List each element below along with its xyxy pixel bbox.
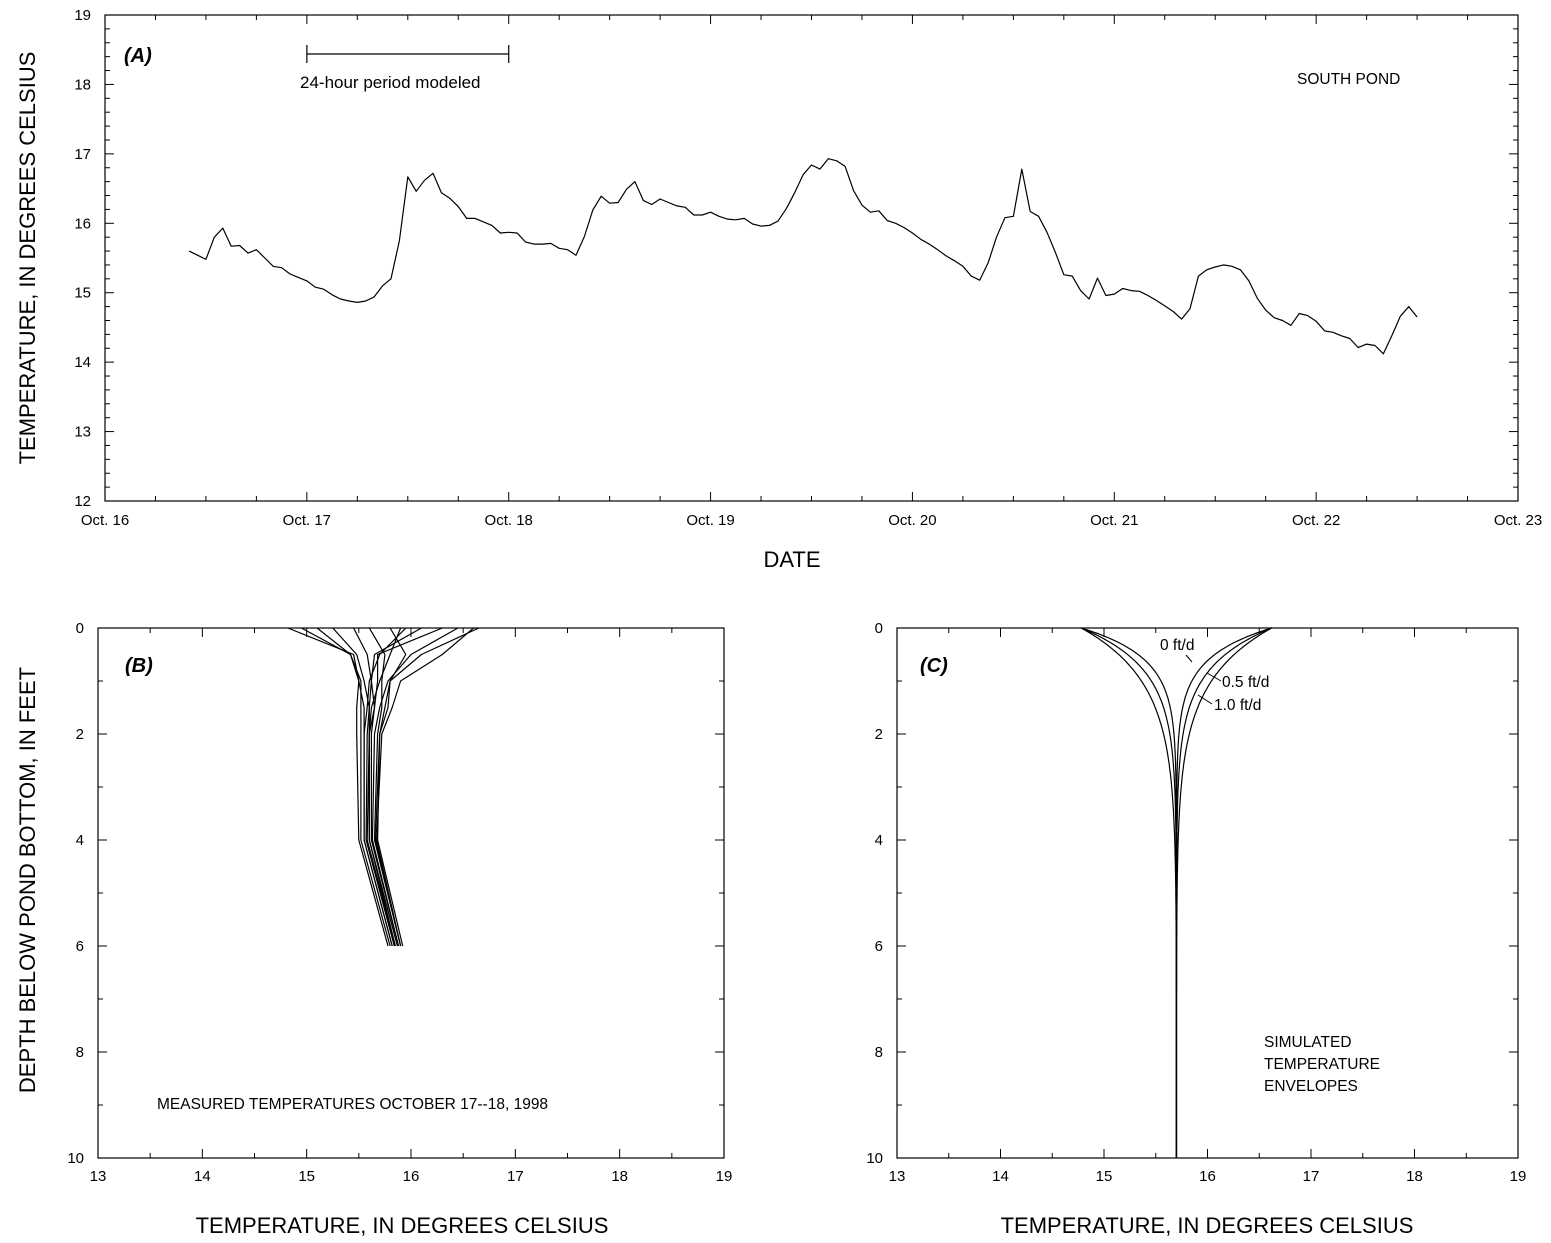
panel-c-y-tick-labels: 0 2 4 6 8 10: [866, 620, 883, 1167]
x-tick-label: Oct. 23: [1494, 512, 1542, 529]
x-tick-label: Oct. 19: [686, 512, 734, 529]
x-tick-label: 16: [403, 1168, 420, 1185]
panel-c-ticks: [896, 627, 1519, 1159]
measured-profile-line-2: [316, 627, 389, 947]
x-tick-label: 14: [992, 1168, 1009, 1185]
panel-b-x-tick-labels: 13 14 15 16 17 18 19: [90, 1168, 733, 1185]
panel-a-y-tick-labels: 12 13 14 15 16 17 18 19: [74, 7, 91, 510]
measured-profile-line-13: [374, 627, 480, 947]
measured-profile-line-7: [366, 627, 402, 947]
x-tick-label: Oct. 17: [283, 512, 331, 529]
panel-c-annotation-line-2: TEMPERATURE: [1264, 1056, 1380, 1073]
y-tick-label: 6: [76, 938, 84, 955]
y-tick-label: 19: [74, 7, 91, 24]
x-tick-label: 13: [90, 1168, 107, 1185]
envelope-line-1-cold: [1081, 627, 1178, 1158]
panel-b-label: (B): [125, 655, 153, 677]
panel-b-annotation: MEASURED TEMPERATURES OCTOBER 17--18, 19…: [157, 1096, 548, 1113]
y-tick-label: 0: [76, 620, 84, 637]
x-tick-label: Oct. 22: [1292, 512, 1340, 529]
envelope-label-0-5: 0.5 ft/d: [1222, 674, 1269, 691]
y-tick-label: 10: [67, 1150, 84, 1167]
panel-b: 13 14 15 16 17 18 19 0 2 4 6 8 10 (B) MEASURED TEMP…: [15, 620, 732, 1238]
temperature-series-line-0: [188, 158, 1418, 355]
panel-b-frame: [97, 627, 725, 1159]
x-tick-label: Oct. 16: [81, 512, 129, 529]
panel-a-x-axis-label: DATE: [763, 547, 820, 572]
panel-c-x-axis-label: TEMPERATURE, IN DEGREES CELSIUS: [1001, 1213, 1414, 1238]
envelope-leader-2: [1197, 694, 1213, 705]
x-tick-label: 17: [1303, 1168, 1320, 1185]
x-tick-label: 14: [194, 1168, 211, 1185]
y-tick-label: 16: [74, 215, 91, 232]
panel-a: Oct. 16 Oct. 17 Oct. 18 Oct. 19 Oct. 20 Oct. …: [15, 7, 1542, 572]
x-tick-label: Oct. 20: [888, 512, 936, 529]
y-tick-label: 6: [875, 938, 883, 955]
measured-profile-line-6: [377, 627, 407, 947]
envelope-leader-0: [1185, 654, 1193, 663]
measured-profile-line-10: [368, 627, 443, 947]
panel-a-x-tick-labels: Oct. 16 Oct. 17 Oct. 18 Oct. 19 Oct. 20 Oct. …: [81, 512, 1542, 529]
y-tick-label: 13: [74, 424, 91, 441]
panel-a-series: [188, 158, 1418, 355]
y-tick-label: 2: [875, 726, 883, 743]
panel-c-x-tick-labels: 13 14 15 16 17 18 19: [889, 1168, 1527, 1185]
y-tick-label: 8: [875, 1044, 883, 1061]
measured-profile-line-8: [363, 627, 407, 947]
envelope-label-0: 0 ft/d: [1160, 637, 1194, 654]
envelope-label-1-0: 1.0 ft/d: [1214, 697, 1261, 714]
y-tick-label: 10: [866, 1150, 883, 1167]
panel-c-envelope-leaders: [1185, 654, 1222, 705]
x-tick-label: 15: [298, 1168, 315, 1185]
x-tick-label: 18: [611, 1168, 628, 1185]
y-tick-label: 12: [74, 493, 91, 510]
envelope-line-2-warm: [1175, 627, 1272, 1158]
x-tick-label: 17: [507, 1168, 524, 1185]
measured-profile-line-1: [301, 627, 391, 947]
measured-profile-line-9: [365, 627, 422, 947]
y-tick-label: 2: [76, 726, 84, 743]
panel-c: 13 14 15 16 17 18 19 0 2 4 6 8 10 (C) 0 ft/d 0.5 ft…: [866, 620, 1526, 1238]
panel-c-envelopes: [1081, 627, 1272, 1158]
envelope-leader-1: [1206, 672, 1222, 682]
x-tick-label: 13: [889, 1168, 906, 1185]
panel-b-profiles: [287, 627, 480, 947]
y-tick-label: 17: [74, 146, 91, 163]
panel-b-y-tick-labels: 0 2 4 6 8 10: [67, 620, 84, 1167]
panel-c-label: (C): [920, 655, 948, 677]
measured-profile-line-11: [371, 627, 459, 947]
y-tick-label: 15: [74, 285, 91, 302]
panel-b-ticks: [97, 627, 725, 1159]
y-tick-label: 18: [74, 76, 91, 93]
y-tick-label: 14: [74, 354, 91, 371]
measured-profile-line-5: [368, 627, 402, 947]
modeled-period-label: 24-hour period modeled: [300, 73, 481, 92]
panel-a-ticks: [104, 14, 1519, 502]
y-tick-label: 4: [76, 832, 84, 849]
panel-a-y-axis-label: TEMPERATURE, IN DEGREES CELSIUS: [15, 52, 40, 465]
x-tick-label: Oct. 21: [1090, 512, 1138, 529]
panel-b-y-axis-label: DEPTH BELOW POND BOTTOM, IN FEET: [15, 667, 40, 1093]
y-tick-label: 8: [76, 1044, 84, 1061]
panel-a-label: (A): [124, 45, 152, 67]
envelope-line-2-cold: [1081, 627, 1178, 1158]
x-tick-label: 18: [1406, 1168, 1423, 1185]
envelope-line-0-cold: [1081, 627, 1178, 1158]
panel-c-frame: [896, 627, 1519, 1159]
panel-c-annotation-line-1: SIMULATED: [1264, 1034, 1352, 1051]
x-tick-label: 16: [1199, 1168, 1216, 1185]
x-tick-label: 15: [1096, 1168, 1113, 1185]
y-tick-label: 4: [875, 832, 883, 849]
y-tick-label: 0: [875, 620, 883, 637]
panel-b-x-axis-label: TEMPERATURE, IN DEGREES CELSIUS: [196, 1213, 609, 1238]
measured-profile-line-12: [376, 627, 474, 947]
x-tick-label: 19: [1510, 1168, 1527, 1185]
modeled-period-bracket: [306, 45, 510, 63]
x-tick-label: Oct. 18: [485, 512, 533, 529]
x-tick-label: 19: [716, 1168, 733, 1185]
panel-c-annotation-line-3: ENVELOPES: [1264, 1078, 1358, 1095]
panel-a-annotation: SOUTH POND: [1297, 71, 1400, 88]
